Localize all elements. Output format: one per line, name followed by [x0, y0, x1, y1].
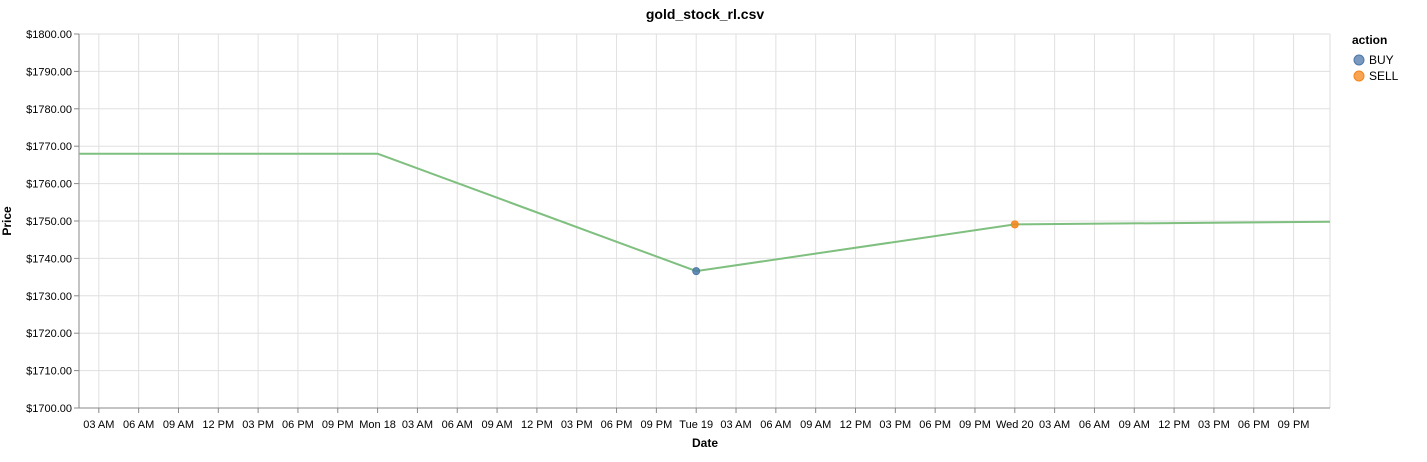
- x-axis-title: Date: [692, 436, 718, 450]
- legend-swatch-buy: [1353, 54, 1365, 66]
- grid: [79, 33, 1331, 409]
- y-tick-label: $1800.00: [26, 29, 72, 41]
- legend-label-sell: SELL: [1369, 69, 1399, 83]
- y-axis-title: Price: [0, 206, 14, 236]
- x-tick-label: 12 PM: [840, 419, 872, 431]
- x-tick-label: Mon 18: [359, 419, 396, 431]
- x-tick-label: 03 AM: [402, 419, 433, 431]
- x-tick-label: 06 AM: [123, 419, 154, 431]
- x-tick-label: 09 AM: [163, 419, 194, 431]
- x-tick-label: 06 PM: [919, 419, 951, 431]
- legend: action BUY SELL: [1352, 33, 1399, 83]
- points-layer: [692, 220, 1019, 276]
- x-tick-label: 03 AM: [83, 419, 114, 431]
- x-tick-label: 09 AM: [1119, 419, 1150, 431]
- x-tick-label: 03 PM: [879, 419, 911, 431]
- y-tick-label: $1720.00: [26, 328, 72, 340]
- x-tick-label: 06 PM: [282, 419, 314, 431]
- y-tick-label: $1740.00: [26, 253, 72, 265]
- axes: $1800.00 $1790.00 $1780.00 $1770.00 $1760.00…: [26, 29, 1330, 431]
- x-tick-label: 06 AM: [760, 419, 791, 431]
- x-tick-label: Wed 20: [996, 419, 1034, 431]
- y-tick-label: $1700.00: [26, 403, 72, 415]
- x-tick-label: 06 PM: [601, 419, 633, 431]
- legend-swatch-sell: [1353, 70, 1365, 82]
- x-tick-label: 12 PM: [1158, 419, 1190, 431]
- x-tick-label: 09 PM: [640, 419, 672, 431]
- x-tick-label: 12 PM: [521, 419, 553, 431]
- y-tick-label: $1730.00: [26, 291, 72, 303]
- x-tick-label: 09 PM: [959, 419, 991, 431]
- x-tick-label: 06 PM: [1238, 419, 1270, 431]
- x-tick-label: 12 PM: [202, 419, 234, 431]
- buy-point: [692, 267, 701, 276]
- x-tick-label: 03 AM: [1039, 419, 1070, 431]
- x-tick-label: 03 PM: [1198, 419, 1230, 431]
- legend-label-buy: BUY: [1369, 53, 1394, 67]
- x-tick-label: 09 AM: [481, 419, 512, 431]
- x-tick-label: 09 AM: [800, 419, 831, 431]
- x-tick-label: 09 PM: [322, 419, 354, 431]
- sell-point: [1010, 220, 1019, 229]
- legend-title: action: [1352, 33, 1387, 47]
- x-tick-label: 03 PM: [242, 419, 274, 431]
- x-tick-label: 03 PM: [561, 419, 593, 431]
- y-tick-label: $1710.00: [26, 366, 72, 378]
- x-tick-label: Tue 19: [679, 419, 713, 431]
- x-tick-label: 09 PM: [1278, 419, 1310, 431]
- y-tick-label: $1760.00: [26, 179, 72, 191]
- y-tick-label: $1770.00: [26, 141, 72, 153]
- x-tick-label: 06 AM: [1079, 419, 1110, 431]
- y-tick-label: $1790.00: [26, 66, 72, 78]
- x-tick-label: 03 AM: [720, 419, 751, 431]
- chart-title: gold_stock_rl.csv: [646, 6, 764, 22]
- y-tick-label: $1750.00: [26, 216, 72, 228]
- x-tick-label: 06 AM: [442, 419, 473, 431]
- y-tick-label: $1780.00: [26, 104, 72, 116]
